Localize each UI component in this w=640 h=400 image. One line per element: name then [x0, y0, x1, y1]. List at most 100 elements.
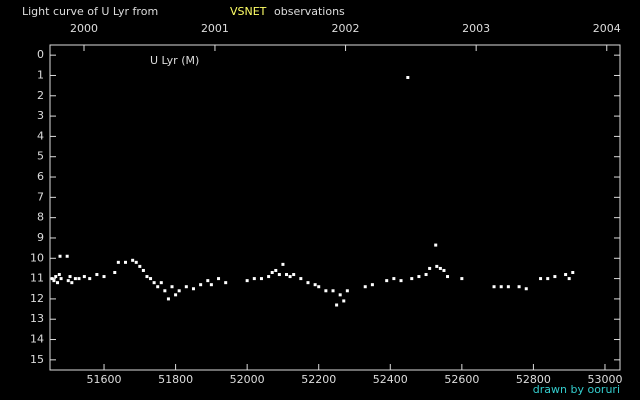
data-point [370, 283, 374, 287]
data-point [113, 271, 117, 274]
data-point [288, 275, 292, 279]
data-point [199, 283, 203, 287]
data-point [553, 275, 557, 279]
y-tick-label: 10 [30, 251, 44, 264]
data-point [68, 275, 72, 279]
y-tick-label: 15 [30, 353, 44, 366]
data-point [281, 262, 285, 266]
data-point [209, 283, 213, 287]
data-point [131, 258, 135, 262]
data-point [77, 277, 81, 281]
y-tick-label: 12 [30, 292, 44, 305]
data-point [331, 289, 335, 293]
data-point [66, 279, 70, 283]
data-point [138, 264, 142, 268]
data-point [191, 287, 195, 291]
data-point [95, 273, 99, 277]
x-tick-label: 52000 [230, 373, 265, 386]
data-point [116, 260, 120, 264]
data-point [335, 303, 339, 307]
data-point [123, 260, 127, 264]
data-point [65, 254, 69, 258]
annotation: U Lyr (M) [150, 54, 199, 67]
data-point [338, 293, 342, 297]
y-tick-label: 13 [30, 312, 44, 325]
data-point [345, 289, 349, 293]
data-point [506, 285, 510, 289]
data-point [424, 273, 428, 277]
data-point [524, 287, 528, 291]
data-point [313, 283, 317, 287]
x2-tick-label: 2003 [462, 22, 490, 35]
data-point [499, 285, 503, 289]
y-tick-label: 3 [37, 109, 44, 122]
data-point [428, 266, 432, 270]
data-point [299, 277, 303, 281]
title-suffix: observations [274, 5, 345, 18]
data-point [217, 277, 221, 281]
y-tick-label: 11 [30, 272, 44, 285]
x-tick-label: 52800 [516, 373, 551, 386]
data-point [82, 275, 86, 279]
data-point [410, 277, 414, 281]
data-point [259, 277, 263, 281]
x-tick-label: 52200 [301, 373, 336, 386]
data-point [446, 275, 450, 279]
data-point [174, 293, 178, 297]
y-tick-label: 8 [37, 211, 44, 224]
data-point [285, 273, 289, 277]
data-point [460, 277, 464, 281]
data-point [163, 289, 167, 293]
data-point [385, 279, 389, 283]
data-point [177, 289, 181, 293]
data-point [434, 243, 438, 247]
data-point [306, 281, 310, 285]
data-point [245, 279, 249, 283]
data-point [50, 277, 54, 281]
data-point [267, 275, 271, 279]
y-tick-label: 14 [30, 333, 44, 346]
y-tick-label: 6 [37, 170, 44, 183]
data-point [134, 260, 138, 264]
data-point [435, 264, 439, 268]
data-point [438, 266, 442, 270]
data-point [170, 285, 174, 289]
data-point [270, 271, 274, 274]
data-point [73, 277, 77, 281]
y-tick-label: 0 [37, 48, 44, 61]
data-point [274, 268, 278, 272]
data-point [59, 277, 63, 281]
plot-frame [49, 44, 621, 371]
x2-tick-label: 2002 [332, 22, 360, 35]
data-point [517, 285, 521, 289]
x2-tick-label: 2004 [593, 22, 621, 35]
data-point [70, 281, 74, 285]
data-point [492, 285, 496, 289]
x2-tick-label: 2001 [201, 22, 229, 35]
data-point [442, 268, 446, 272]
data-point [417, 275, 421, 279]
data-point [156, 285, 160, 289]
data-point [58, 254, 62, 258]
data-point [102, 275, 106, 279]
data-point [252, 277, 256, 281]
x-tick-label: 52600 [444, 373, 479, 386]
data-point [564, 273, 568, 277]
data-point [363, 285, 367, 289]
data-point [54, 275, 58, 279]
data-point [342, 299, 346, 303]
x2-tick-label: 2000 [70, 22, 98, 35]
y-tick-label: 7 [37, 190, 44, 203]
data-point [57, 273, 61, 277]
data-point [571, 271, 575, 274]
data-point [392, 277, 396, 281]
data-point [159, 281, 163, 285]
y-tick-label: 4 [37, 129, 44, 142]
title-highlight: VSNET [230, 5, 267, 18]
data-point [324, 289, 328, 293]
credit: drawn by ooruri [533, 383, 620, 396]
data-point [149, 277, 153, 281]
data-point [277, 273, 281, 277]
data-point [317, 285, 321, 289]
